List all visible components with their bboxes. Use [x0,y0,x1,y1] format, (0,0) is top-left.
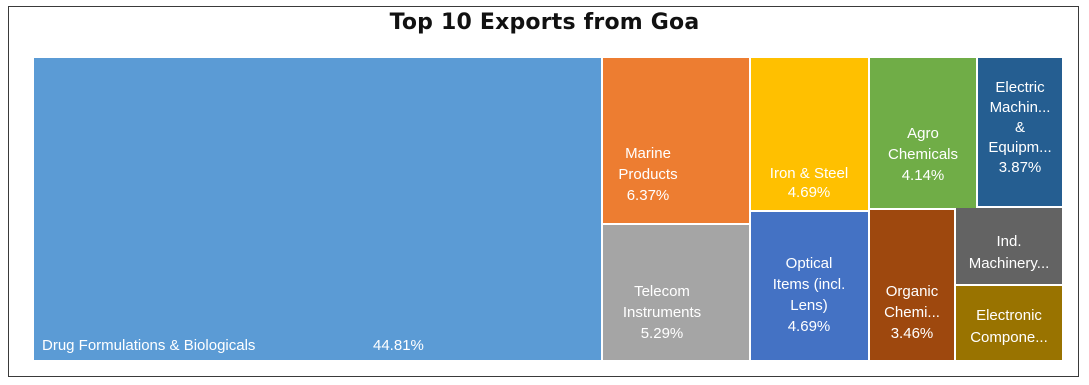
tile-value-organic-chemi: 3.46% [891,325,934,342]
tile-optical-items-incl-lens [751,212,868,360]
tile-telecom-instruments [603,225,749,360]
tile-label-line: Products [618,166,677,183]
tile-electronic-compone [956,286,1062,360]
tile-label-line: Organic [886,283,939,300]
tile-agro-chemicals [870,58,976,208]
tile-label-iron-steel: Iron & Steel [770,165,848,182]
tile-label-marine-products: Marine Products [618,145,677,183]
tile-label-electronic-compone: Electronic Compone... [970,307,1048,346]
tile-value-drug-formulations-biologicals: 44.81% [373,337,424,354]
tile-label-line: Agro [907,125,939,142]
chart-title: Top 10 Exports from Goa [389,10,700,35]
tile-drug-formulations-biologicals [34,58,601,360]
tile-ind-machinery [956,208,1062,284]
tile-label-optical-items-incl-lens: Optical Items (incl. Lens) [773,255,846,314]
tile-label-line: Compone... [970,329,1048,346]
tile-label-organic-chemi: Organic Chemi... [884,283,940,321]
tile-label-line: Chemi... [884,304,940,321]
tile-label-electric-machin-equipm: Electric Machin... & Equipm... [988,79,1051,156]
tile-label-line: & [1015,119,1025,136]
tile-value-telecom-instruments: 5.29% [641,325,684,342]
tile-label-line: Iron & Steel [770,165,848,182]
tile-label-line: Electronic [976,307,1042,324]
tile-label-agro-chemicals: Agro Chemicals [888,125,958,163]
tile-electric-machin-equipm [978,58,1062,206]
tile-value-marine-products: 6.37% [627,187,670,204]
tile-iron-steel [751,58,868,210]
tile-label-line: Lens) [790,297,828,314]
tile-label-line: Telecom [634,283,690,300]
tile-value-electric-machin-equipm: 3.87% [999,159,1042,176]
tile-marine-products [603,58,749,223]
tile-label-line: Items (incl. [773,276,846,293]
tile-label-line: Equipm... [988,139,1051,156]
tile-label-line: Machinery... [969,255,1050,272]
tile-label-line: Machin... [990,99,1051,116]
tile-label-line: Optical [786,255,833,272]
tile-value-agro-chemicals: 4.14% [902,167,945,184]
tile-label-ind-machinery: Ind. Machinery... [969,233,1050,272]
tile-label-telecom-instruments: Telecom Instruments [623,283,701,321]
tile-value-iron-steel: 4.69% [788,184,831,201]
tile-label-line: Chemicals [888,146,958,163]
tile-value-optical-items-incl-lens: 4.69% [788,318,831,335]
tile-label-line: Marine [625,145,671,162]
tile-label-line: Ind. [996,233,1021,250]
tile-label-line: Instruments [623,304,701,321]
tile-organic-chemi [870,210,954,360]
tile-label-line: Electric [995,79,1045,96]
tile-label-drug-formulations-biologicals: Drug Formulations & Biologicals [42,337,255,354]
